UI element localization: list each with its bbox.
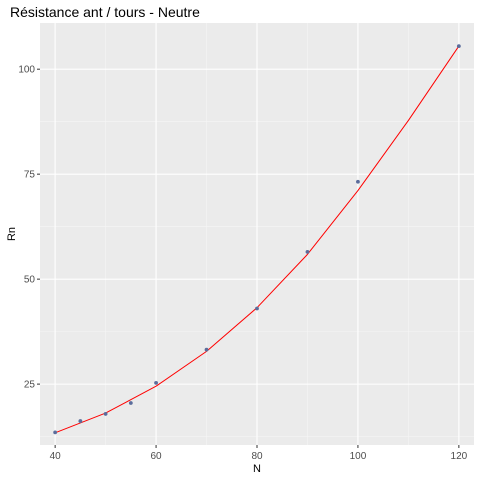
- x-tick-label: 120: [451, 451, 468, 462]
- y-axis-label: Rn: [6, 227, 18, 241]
- x-tick-label: 40: [50, 451, 62, 462]
- data-point: [103, 412, 108, 416]
- data-point: [204, 347, 209, 352]
- data-point: [305, 249, 310, 254]
- data-point: [154, 380, 158, 385]
- y-tick-label: 100: [18, 65, 35, 76]
- data-point: [53, 430, 58, 435]
- grid-lines: [40, 23, 474, 445]
- x-tick-label: 60: [151, 451, 163, 462]
- axis-ticks: 40 60 80 100 120 25 50 75 100: [18, 65, 467, 462]
- chart-title: Résistance ant / tours - Neutre: [10, 4, 200, 20]
- data-point: [128, 401, 133, 405]
- data-point: [78, 419, 83, 423]
- y-tick-label: 75: [24, 170, 36, 181]
- x-tick-label: 80: [251, 451, 263, 462]
- y-tick-label: 50: [24, 275, 36, 286]
- x-tick-label: 100: [350, 451, 367, 462]
- data-point: [356, 179, 360, 184]
- x-axis-label: N: [253, 463, 261, 475]
- data-point: [255, 306, 259, 311]
- y-tick-label: 25: [24, 380, 36, 391]
- points-layer: [53, 44, 461, 435]
- data-point: [456, 44, 461, 48]
